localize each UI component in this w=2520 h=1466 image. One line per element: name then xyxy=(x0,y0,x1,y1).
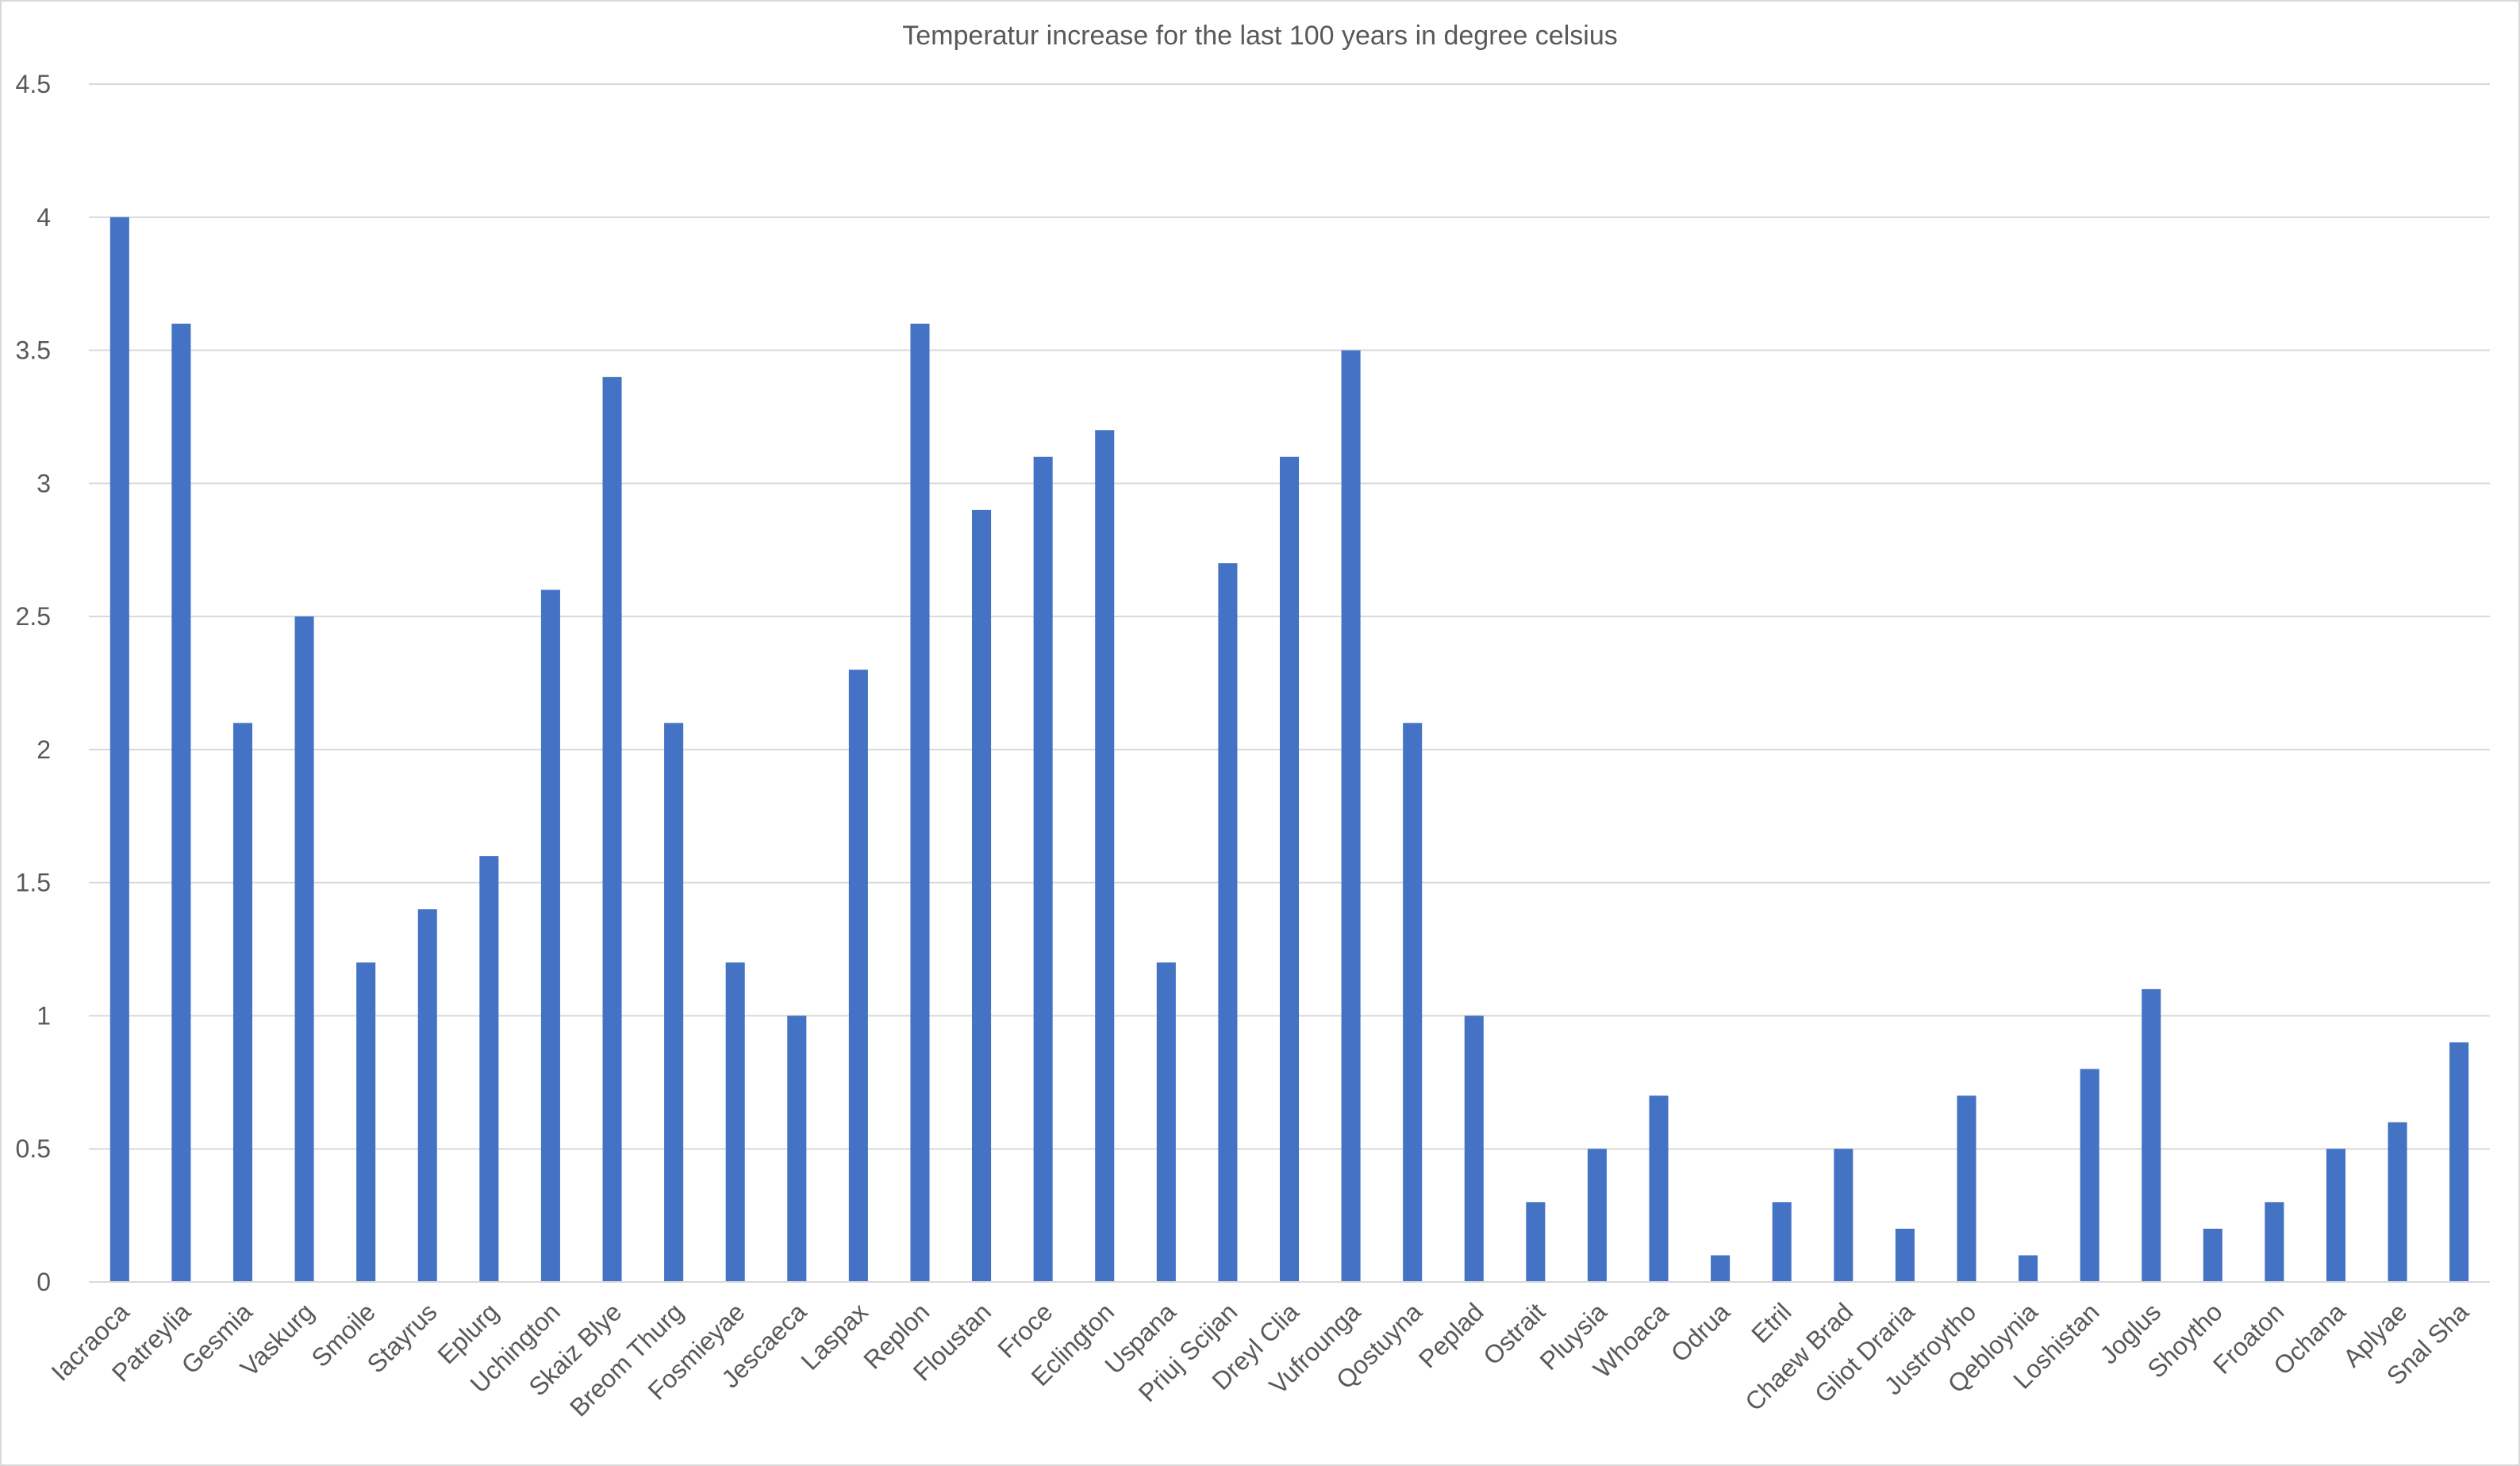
y-tick-label: 4.5 xyxy=(16,70,51,98)
bar xyxy=(910,324,930,1282)
y-tick-label: 2.5 xyxy=(16,602,51,631)
y-tick-label: 3.5 xyxy=(16,336,51,365)
bar xyxy=(2387,1122,2407,1282)
bar xyxy=(664,723,684,1282)
bar xyxy=(1279,456,1300,1282)
bar xyxy=(1464,1015,1484,1282)
bar xyxy=(848,670,868,1282)
bar xyxy=(294,616,314,1282)
bar xyxy=(1895,1228,1915,1282)
bar xyxy=(725,962,745,1282)
y-tick-label: 2 xyxy=(36,735,51,764)
bar xyxy=(1218,563,1238,1282)
bar xyxy=(1341,350,1361,1282)
chart-title: Temperatur increase for the last 100 yea… xyxy=(902,21,1617,51)
bar xyxy=(1403,723,1423,1282)
bar xyxy=(1711,1255,1731,1282)
bar xyxy=(1095,430,1115,1283)
bar xyxy=(2019,1255,2038,1282)
bar xyxy=(1649,1096,1669,1282)
bar xyxy=(1587,1149,1607,1282)
bar xyxy=(972,509,992,1282)
y-tick-label: 3 xyxy=(36,469,51,497)
bar xyxy=(1526,1202,1546,1282)
bar xyxy=(1957,1096,1976,1282)
bar xyxy=(2449,1042,2469,1282)
bar xyxy=(171,324,191,1282)
y-tick-label: 1 xyxy=(36,1001,51,1030)
bar xyxy=(232,723,253,1282)
bar xyxy=(1834,1149,1854,1282)
bar xyxy=(2265,1202,2284,1282)
bar xyxy=(787,1015,807,1282)
bar xyxy=(2326,1149,2346,1282)
bar xyxy=(2080,1069,2099,1282)
bar xyxy=(1156,962,1176,1282)
bar xyxy=(2203,1228,2222,1282)
y-axis-tick-labels: 0 0.5 1 1.5 2 2.5 3 3.5 4 4.5 xyxy=(16,70,51,1296)
bar xyxy=(1033,456,1053,1282)
bars xyxy=(109,217,2469,1283)
bar xyxy=(540,589,560,1282)
y-tick-label: 0.5 xyxy=(16,1134,51,1163)
bar xyxy=(1772,1202,1792,1282)
bar xyxy=(479,856,499,1282)
bar xyxy=(2142,988,2161,1282)
y-tick-label: 4 xyxy=(36,203,51,232)
bar xyxy=(356,962,376,1282)
y-tick-label: 0 xyxy=(36,1268,51,1296)
bar xyxy=(417,909,437,1282)
y-tick-label: 1.5 xyxy=(16,869,51,897)
bar xyxy=(109,217,129,1282)
bar xyxy=(602,377,622,1283)
